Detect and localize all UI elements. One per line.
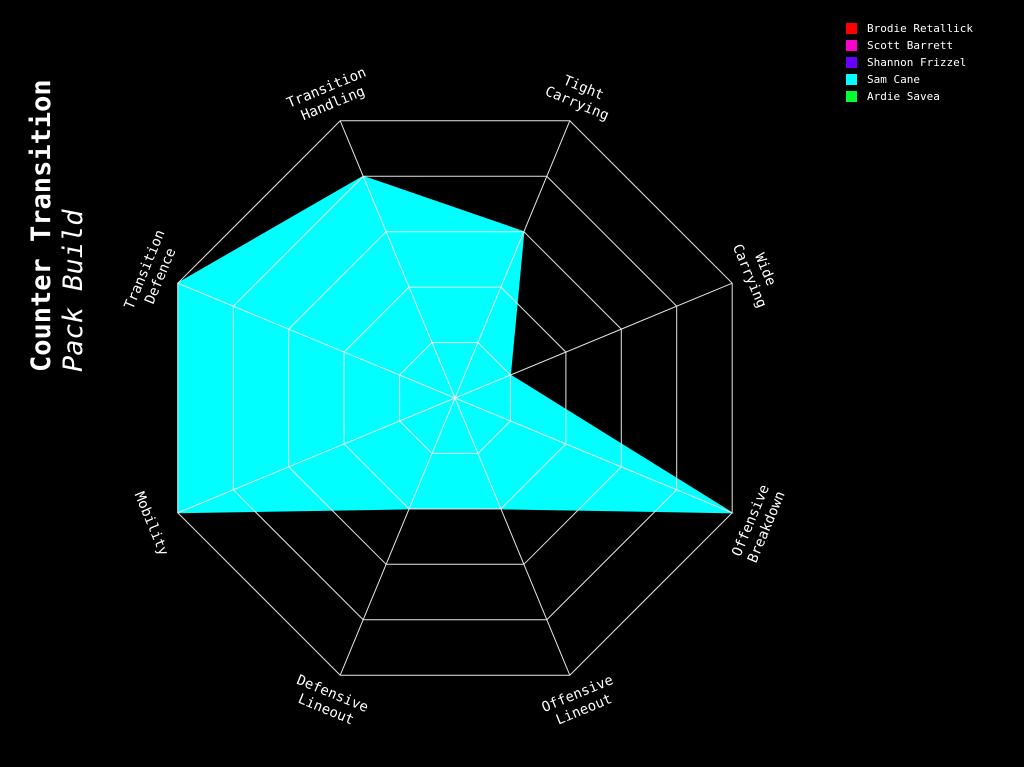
legend-item: Ardie Savea xyxy=(846,88,973,105)
legend-swatch xyxy=(846,91,857,102)
grid-spoke xyxy=(454,282,733,399)
series-area-sam-cane xyxy=(177,175,735,514)
axis-label: Mobility xyxy=(131,490,172,558)
legend-swatch xyxy=(846,23,857,34)
legend-label: Brodie Retallick xyxy=(867,22,973,35)
chart-title: Counter Transition xyxy=(26,79,57,372)
axis-label: WideCarrying xyxy=(729,235,785,310)
grid-spoke xyxy=(339,397,456,676)
legend-label: Ardie Savea xyxy=(867,90,940,103)
legend: Brodie Retallick Scott Barrett Shannon Fri… xyxy=(846,20,973,105)
legend-swatch xyxy=(846,57,857,68)
axis-label: TightCarrying xyxy=(543,68,618,124)
grid-spoke xyxy=(339,120,456,399)
legend-label: Sam Cane xyxy=(867,73,920,86)
axis-label: OffensiveLineout xyxy=(540,672,623,732)
legend-swatch xyxy=(846,40,857,51)
axis-label: OffensiveBreakdown xyxy=(729,483,789,566)
chart-subtitle: Pack Build xyxy=(58,209,89,372)
legend-item: Shannon Frizzel xyxy=(846,54,973,71)
legend-item: Brodie Retallick xyxy=(846,20,973,37)
grid-layer xyxy=(177,120,733,676)
chart-title-group: Counter Transition Pack Build xyxy=(26,79,89,372)
axis-label: TransitionDefence xyxy=(122,228,185,319)
grid-spoke xyxy=(177,282,456,399)
grid-spoke xyxy=(454,120,571,399)
grid-spoke xyxy=(177,397,456,514)
legend-label: Shannon Frizzel xyxy=(867,56,967,69)
grid-spoke xyxy=(454,397,571,676)
legend-item: Sam Cane xyxy=(846,71,973,88)
grid-spoke xyxy=(454,397,733,514)
legend-swatch xyxy=(846,74,857,85)
legend-label: Scott Barrett xyxy=(867,39,954,52)
series-layer xyxy=(177,175,735,514)
legend-item: Scott Barrett xyxy=(846,37,973,54)
axis-label: TransitionHandling xyxy=(285,65,376,128)
axis-label: DefensiveLineout xyxy=(288,672,371,732)
